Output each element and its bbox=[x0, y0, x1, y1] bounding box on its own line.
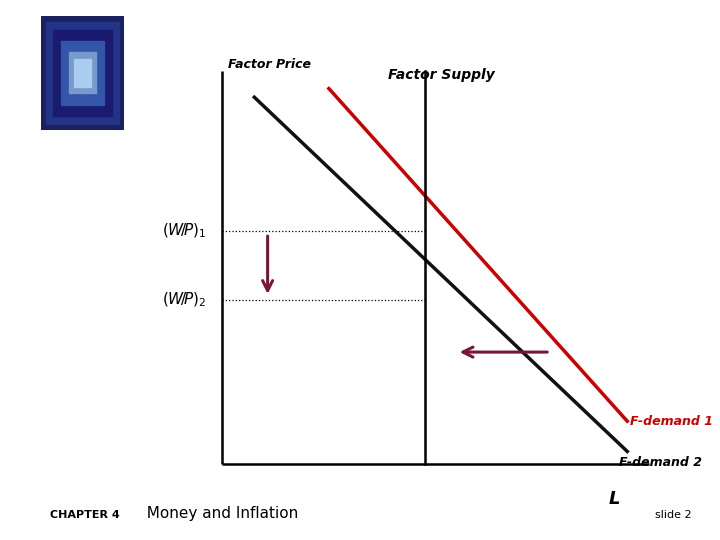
Bar bbox=[74, 59, 91, 86]
Text: Money and Inflation: Money and Inflation bbox=[137, 507, 298, 522]
Text: CHAPTER 4: CHAPTER 4 bbox=[50, 510, 120, 521]
Text: L: L bbox=[608, 490, 620, 508]
Text: $(W\!/\!P)_2$: $(W\!/\!P)_2$ bbox=[162, 291, 207, 309]
Bar bbox=[61, 41, 104, 105]
Text: F-demand 2: F-demand 2 bbox=[619, 456, 702, 469]
Bar bbox=[46, 22, 119, 124]
Bar bbox=[69, 52, 96, 93]
Text: slide 2: slide 2 bbox=[654, 510, 691, 521]
Bar bbox=[53, 30, 112, 116]
Text: F-demand 1: F-demand 1 bbox=[630, 415, 713, 428]
Text: Factor Price: Factor Price bbox=[228, 58, 310, 71]
Text: Factor Supply: Factor Supply bbox=[387, 68, 494, 82]
Text: $(W\!/\!P)_1$: $(W\!/\!P)_1$ bbox=[162, 222, 207, 240]
